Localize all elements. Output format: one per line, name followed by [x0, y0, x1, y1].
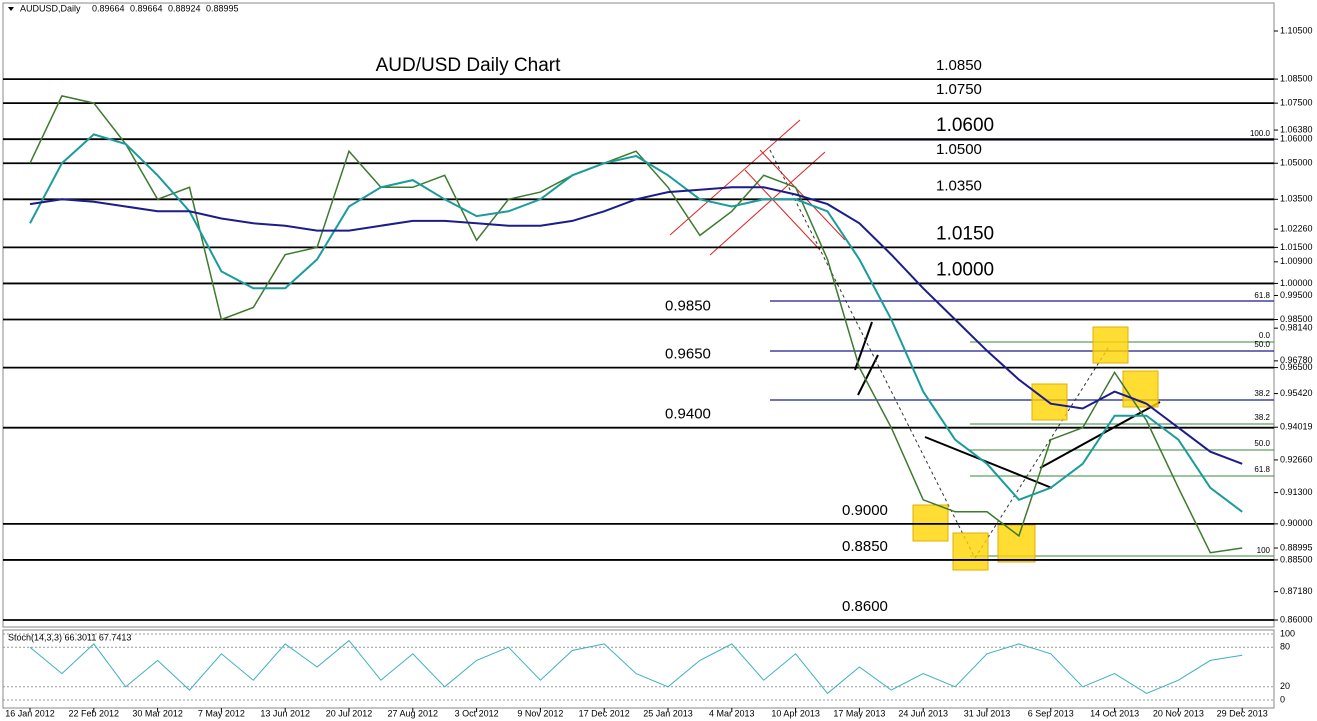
x-tick-label: 22 Feb 2012	[69, 708, 120, 718]
level-label: 0.9400	[665, 406, 711, 423]
y-tick-label: 0.91300	[1280, 487, 1313, 497]
series-line	[29, 95, 1243, 554]
y-tick-label: 0.99500	[1280, 290, 1313, 300]
x-tick-label: 25 Jan 2013	[643, 708, 693, 718]
header-price: 0.89664	[130, 3, 163, 13]
level-label: 1.0000	[936, 259, 994, 280]
y-tick-label: 0.90000	[1280, 518, 1313, 528]
y-tick-label: 1.06380	[1280, 124, 1313, 134]
x-tick-label: 4 Mar 2013	[709, 708, 755, 718]
x-tick-label: 10 Apr 2013	[771, 708, 820, 718]
y-tick-label: 0.87180	[1280, 586, 1313, 596]
x-tick-label: 17 Dec 2012	[579, 708, 630, 718]
fib-label: 0.0	[1259, 331, 1271, 340]
series-line	[29, 133, 1243, 513]
price-panel	[2, 2, 1275, 628]
y-tick-label: 1.02260	[1280, 223, 1313, 233]
menu-arrow	[8, 7, 14, 11]
stoch-tick-label: 100	[1280, 628, 1295, 638]
level-label: 0.9850	[665, 297, 711, 314]
level-label: 1.0350	[936, 177, 982, 194]
y-tick-label: 0.96780	[1280, 355, 1313, 365]
y-tick-label: 0.98500	[1280, 314, 1313, 324]
header-symbol: AUDUSD,Daily	[20, 3, 81, 13]
y-tick-label: 0.94019	[1280, 422, 1313, 432]
stoch-panel	[2, 629, 1275, 709]
y-tick-label: 1.08500	[1280, 73, 1313, 83]
y-tick-label: 0.88995	[1280, 542, 1313, 552]
stoch-tick-label: 20	[1280, 681, 1290, 691]
fib-label: 61.8	[1254, 291, 1270, 300]
x-tick-label: 9 Nov 2012	[517, 708, 563, 718]
x-tick-label: 29 Dec 2013	[1217, 708, 1268, 718]
y-tick-label: 1.01500	[1280, 242, 1313, 252]
y-tick-label: 1.10500	[1280, 25, 1313, 35]
fib-label: 38.2	[1254, 413, 1270, 422]
fib-label: 100	[1257, 546, 1271, 555]
y-tick-label: 1.03500	[1280, 194, 1313, 204]
fib-label: 61.8	[1254, 465, 1270, 474]
level-label: 1.0600	[936, 115, 994, 136]
y-tick-label: 1.07500	[1280, 98, 1313, 108]
y-tick-label: 0.96500	[1280, 362, 1313, 372]
level-label: 0.8850	[842, 538, 888, 555]
stoch-tick-label: 80	[1280, 642, 1290, 652]
stoch-tick-label: 0	[1280, 694, 1285, 704]
y-tick-label: 0.95420	[1280, 388, 1313, 398]
x-tick-label: 16 Jan 2012	[5, 708, 55, 718]
header-price: 0.88995	[206, 3, 239, 13]
x-tick-label: 24 Jun 2013	[898, 708, 948, 718]
level-label: 1.0750	[936, 81, 982, 98]
level-label: 1.0500	[936, 141, 982, 158]
x-tick-label: 6 Sep 2013	[1028, 708, 1074, 718]
level-label: 1.0850	[936, 57, 982, 74]
x-tick-label: 7 May 2012	[198, 708, 245, 718]
y-tick-label: 1.00000	[1280, 278, 1313, 288]
y-tick-label: 0.92660	[1280, 454, 1313, 464]
fib-label: 50.0	[1254, 439, 1270, 448]
x-tick-label: 20 Jul 2012	[326, 708, 373, 718]
stoch-line	[29, 639, 1243, 695]
y-tick-label: 0.98140	[1280, 323, 1313, 333]
y-tick-label: 0.86000	[1280, 614, 1313, 624]
y-tick-label: 1.06000	[1280, 134, 1313, 144]
fib-label: 100.0	[1250, 129, 1271, 138]
fib-label: 50.0	[1254, 340, 1270, 349]
annotations	[669, 119, 1274, 571]
x-tick-label: 17 May 2013	[833, 708, 885, 718]
x-tick-label: 13 Jun 2012	[260, 708, 310, 718]
x-tick-label: 14 Oct 2013	[1090, 708, 1139, 718]
header: AUDUSD,Daily 0.89664 0.89664 0.88924 0.88995	[8, 3, 239, 13]
level-label: 0.8600	[842, 598, 888, 615]
stoch-label: Stoch(14,3,3) 66.3011 67.7413	[8, 632, 131, 642]
level-label: 1.0150	[936, 223, 994, 244]
y-tick-label: 1.05000	[1280, 158, 1313, 168]
y-tick-label: 0.88500	[1280, 554, 1313, 564]
header-price: 0.89664	[92, 3, 125, 13]
level-label: 0.9000	[842, 502, 888, 519]
fib-label: 38.2	[1254, 389, 1270, 398]
x-tick-label: 27 Aug 2012	[388, 708, 439, 718]
x-tick-label: 3 Oct 2012	[455, 708, 499, 718]
header-price: 0.88924	[168, 3, 201, 13]
x-tick-label: 20 Nov 2013	[1153, 708, 1204, 718]
chart-title: AUD/USD Daily Chart	[376, 55, 561, 76]
x-tick-label: 30 Mar 2012	[132, 708, 183, 718]
x-tick-label: 31 Jul 2013	[964, 708, 1011, 718]
series-line	[29, 186, 1243, 465]
level-label: 0.9650	[665, 346, 711, 363]
y-tick-label: 1.00900	[1280, 256, 1313, 266]
